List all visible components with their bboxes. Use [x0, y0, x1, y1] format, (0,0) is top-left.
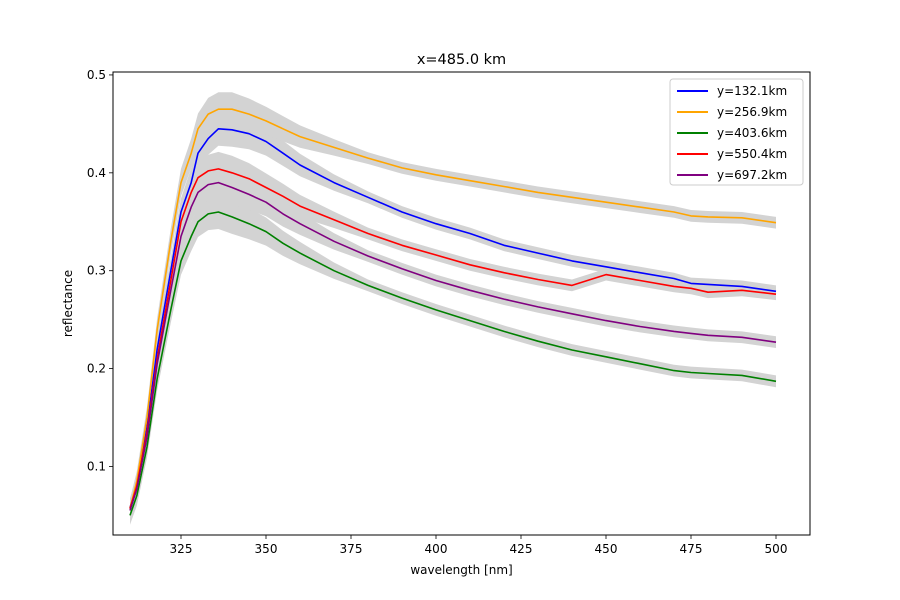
x-axis: 325 350 375 400 425 450 475 500 — [170, 535, 788, 556]
y-tick-label: 0.1 — [87, 459, 106, 473]
x-tick-label: 325 — [170, 542, 193, 556]
legend-box — [669, 78, 804, 186]
y-axis-label: reflectance — [61, 270, 75, 337]
x-tick-label: 475 — [680, 542, 703, 556]
series-line — [129, 168, 777, 509]
x-tick-label: 425 — [510, 542, 533, 556]
y-tick-label: 0.4 — [87, 166, 106, 180]
legend-entry: y=697.2km — [717, 168, 787, 182]
x-tick-label: 500 — [765, 542, 788, 556]
legend-entry: y=256.9km — [717, 105, 787, 119]
x-tick-label: 450 — [595, 542, 618, 556]
y-tick-label: 0.3 — [87, 264, 106, 278]
x-tick-label: 350 — [255, 542, 278, 556]
x-tick-label: 400 — [425, 542, 448, 556]
x-axis-label: wavelength [nm] — [410, 563, 512, 577]
chart-title: x=485.0 km — [417, 52, 506, 68]
legend: y=132.1km y=256.9km y=403.6km y=550.4km y=69… — [669, 78, 804, 186]
y-tick-label: 0.5 — [87, 68, 106, 82]
series-line — [129, 181, 777, 511]
legend-entry: y=550.4km — [717, 147, 787, 161]
legend-entry: y=403.6km — [717, 126, 787, 140]
series-line — [129, 211, 777, 516]
y-tick-label: 0.2 — [87, 362, 106, 376]
series-line — [129, 108, 777, 509]
series-line — [129, 128, 777, 508]
legend-entry: y=132.1km — [717, 84, 787, 98]
uncertainty-band — [130, 92, 776, 518]
series-lines — [129, 108, 777, 516]
plot-frame — [112, 71, 811, 536]
y-axis: 0.1 0.2 0.3 0.4 0.5 — [87, 68, 113, 473]
x-tick-label: 375 — [340, 542, 363, 556]
